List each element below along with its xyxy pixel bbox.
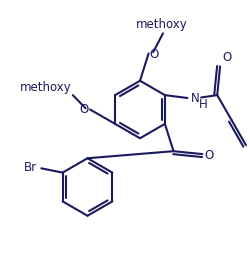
Text: H: H bbox=[199, 98, 207, 111]
Text: O: O bbox=[222, 51, 231, 64]
Text: O: O bbox=[204, 149, 214, 162]
Text: methoxy: methoxy bbox=[20, 81, 72, 94]
Text: Br: Br bbox=[24, 160, 37, 174]
Text: methoxy: methoxy bbox=[136, 18, 188, 31]
Text: O: O bbox=[80, 103, 89, 116]
Text: N: N bbox=[190, 92, 199, 104]
Text: O: O bbox=[150, 48, 159, 61]
